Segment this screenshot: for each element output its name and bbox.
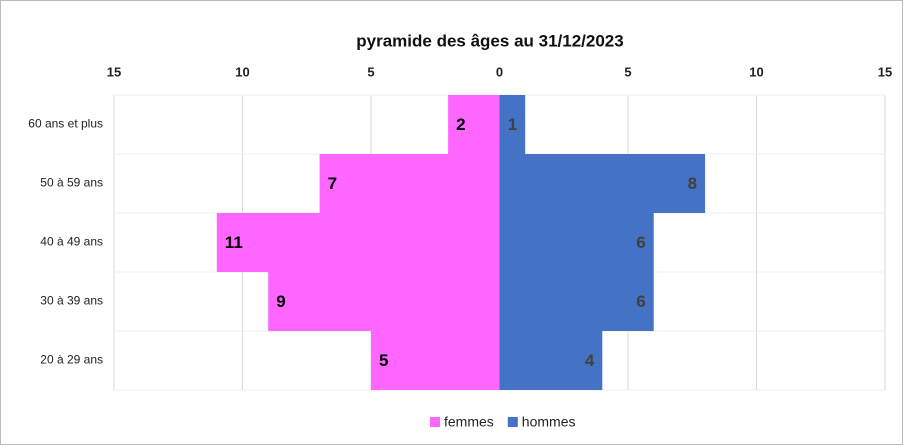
legend-label: hommes bbox=[522, 414, 576, 430]
data-label: 2 bbox=[456, 115, 465, 134]
category-label: 20 à 29 ans bbox=[40, 353, 103, 367]
category-label: 50 à 59 ans bbox=[40, 176, 103, 190]
data-label: 6 bbox=[636, 292, 645, 311]
bar bbox=[216, 213, 500, 272]
legend-label: femmes bbox=[444, 414, 494, 430]
bar bbox=[499, 213, 654, 272]
legend-swatch bbox=[430, 417, 440, 427]
x-tick-label: 5 bbox=[624, 64, 631, 79]
x-tick-label: 5 bbox=[367, 64, 374, 79]
category-label: 30 à 39 ans bbox=[40, 294, 103, 308]
data-label: 7 bbox=[328, 174, 337, 193]
bar bbox=[268, 272, 500, 331]
x-tick-label: 0 bbox=[496, 64, 503, 79]
chart-title: pyramide des âges au 31/12/2023 bbox=[356, 31, 623, 50]
x-tick-label: 15 bbox=[878, 64, 892, 79]
bar bbox=[499, 95, 526, 154]
x-tick-label: 10 bbox=[749, 64, 763, 79]
category-label: 60 ans et plus bbox=[28, 117, 103, 131]
data-label: 1 bbox=[508, 115, 517, 134]
data-label: 8 bbox=[688, 174, 697, 193]
data-label: 5 bbox=[379, 351, 388, 370]
data-label: 6 bbox=[636, 233, 645, 252]
data-label: 11 bbox=[225, 233, 243, 252]
bar bbox=[499, 154, 706, 213]
x-tick-label: 10 bbox=[235, 64, 249, 79]
bar bbox=[448, 95, 500, 154]
bar bbox=[499, 272, 654, 331]
bar bbox=[319, 154, 500, 213]
data-label: 4 bbox=[585, 351, 595, 370]
x-tick-label: 15 bbox=[107, 64, 121, 79]
category-label: 40 à 49 ans bbox=[40, 235, 103, 249]
bar bbox=[371, 331, 500, 390]
data-label: 9 bbox=[276, 292, 285, 311]
legend-swatch bbox=[507, 417, 518, 427]
bar bbox=[499, 331, 603, 390]
